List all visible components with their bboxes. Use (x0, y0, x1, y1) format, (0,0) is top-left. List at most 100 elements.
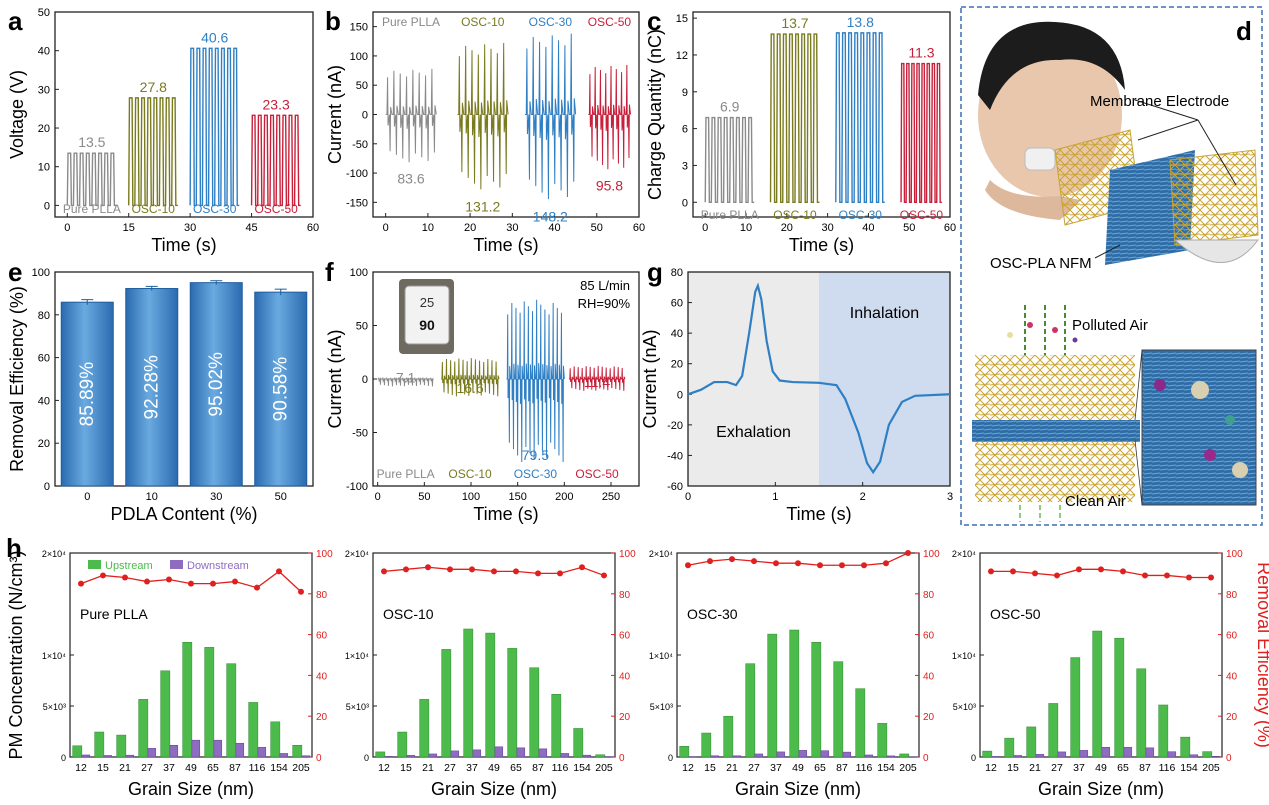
polluted-air-arrows (1024, 305, 1066, 355)
panel-d-frame (960, 6, 1263, 526)
upstream-bar (463, 628, 474, 758)
upstream-bar (877, 723, 888, 758)
efficiency-point (232, 578, 238, 585)
y-tick-label: 0 (682, 197, 688, 209)
y-tick-label: 50 (38, 7, 50, 19)
humidity-annotation: RH=90% (578, 296, 631, 311)
series-name-label: Pure PLLA (382, 15, 440, 29)
y-tick-label: 2×10⁴ (649, 549, 673, 559)
signal-trace-0 (66, 152, 117, 207)
h-subplot-0: 0 5×10³ 1×10⁴ 2×10⁴ 0 20 40 60 80 100 12 15 21 27 37 49… (42, 549, 333, 799)
y2-tick-label: 20 (316, 712, 328, 723)
x-tick-label: 0 (375, 491, 381, 503)
clean-air-label: Clean Air (1065, 493, 1126, 510)
signal-trace-1 (769, 33, 820, 203)
downstream-bar (169, 745, 179, 758)
y-tick-label: 9 (682, 87, 688, 99)
y-tick-label: 100 (350, 267, 368, 279)
x-tick-label: 10 (740, 222, 752, 234)
downstream-bar (538, 748, 548, 758)
x-tick-label: 12 (985, 762, 997, 774)
downstream-bar (1123, 747, 1133, 758)
subplot-name: OSC-50 (990, 606, 1041, 622)
y-tick-label: 10 (38, 162, 50, 174)
bar-30 (189, 282, 243, 487)
h-subplot-1: 0 5×10³ 1×10⁴ 2×10⁴ 0 20 40 60 80 100 12 15 21 27 37 49… (345, 549, 636, 799)
downstream-bar (886, 755, 896, 758)
y-tick-label: 0 (362, 374, 368, 386)
value-label: 79.5 (522, 447, 549, 463)
electrode-membrane-right (1169, 149, 1259, 246)
x-axis-label: Time (s) (789, 235, 854, 255)
efficiency-point (795, 560, 801, 567)
downstream-bar (1211, 756, 1221, 758)
series-name-label: OSC-30 (839, 208, 883, 222)
downstream-bar (1079, 750, 1089, 758)
y-tick-label: -50 (352, 139, 368, 151)
peak-value-label: 40.6 (201, 29, 228, 45)
x-tick-label: 21 (422, 762, 434, 774)
y-tick-label: 40 (38, 395, 50, 407)
plot-frame (692, 11, 951, 218)
series-name-label: OSC-10 (773, 208, 817, 222)
x-tick-label: 60 (307, 222, 319, 234)
y2-tick-label: 40 (619, 671, 631, 682)
peak-value-label: 13.5 (78, 134, 105, 150)
upstream-bar (1158, 704, 1169, 758)
x-tick-label: 37 (163, 762, 175, 774)
x-axis-label: PDLA Content (%) (110, 504, 257, 524)
efficiency-point (988, 568, 994, 575)
efficiency-point (1164, 572, 1170, 579)
y2-tick-label: 80 (923, 590, 935, 601)
x-tick-label: 65 (207, 762, 219, 774)
upstream-bar (375, 751, 386, 758)
efficiency-point (1076, 566, 1082, 573)
upstream-bar (833, 661, 844, 758)
h-subplot-3: 0 5×10³ 1×10⁴ 2×10⁴ 0 20 40 60 80 100 12 15 21 27 37 49… (952, 549, 1243, 799)
x-tick-label: 87 (836, 762, 848, 774)
downstream-bar (125, 754, 135, 758)
x-tick-label: 15 (123, 222, 135, 234)
x-tick-label: 30 (506, 222, 518, 234)
x-tick-label: 154 (270, 762, 288, 774)
upstream-bar (248, 702, 259, 758)
efficiency-point (773, 560, 779, 567)
upstream-bar (745, 663, 756, 758)
y-tick-label: 1×10⁴ (345, 651, 369, 661)
x-tick-label: 30 (184, 222, 196, 234)
upstream-bar (72, 745, 83, 758)
upstream-bar (679, 746, 690, 758)
y2-tick-label: 60 (316, 631, 328, 642)
efficiency-point (685, 562, 691, 569)
y2-tick-label: 20 (923, 712, 935, 723)
subplot-name: OSC-10 (383, 606, 434, 622)
y-axis-label: Voltage (V) (7, 70, 27, 159)
y-tick-label: -50 (352, 428, 368, 440)
x-tick-label: 60 (633, 222, 645, 234)
x-tick-label: 50 (275, 491, 287, 503)
x-tick-label: 0 (685, 491, 691, 503)
panel-letter-d: d (1236, 16, 1252, 46)
plot-frame (687, 271, 951, 487)
y-tick-label: 5×10³ (43, 702, 66, 712)
signal-trace-0 (377, 377, 434, 387)
nfm-label: OSC-PLA NFM (990, 255, 1092, 272)
downstream-bar (1167, 751, 1177, 758)
x-axis-label: Time (s) (473, 235, 538, 255)
downstream-bar (516, 747, 526, 758)
upstream-bar (441, 649, 452, 758)
downstream-bar (710, 755, 720, 758)
x-tick-label: 45 (245, 222, 257, 234)
x-tick-label: 27 (444, 762, 456, 774)
filter-layer-top (975, 355, 1135, 420)
x-tick-label: 37 (1073, 762, 1085, 774)
efficiency-point (1142, 572, 1148, 579)
efficiency-point (579, 564, 585, 571)
x-axis-label: Grain Size (nm) (128, 779, 254, 799)
legend-downstream-label: Downstream (187, 560, 249, 572)
efficiency-point (817, 562, 823, 569)
legend-upstream-swatch (88, 560, 101, 569)
legend-downstream-swatch (170, 560, 183, 569)
y-tick-label: 1×10⁴ (42, 651, 66, 661)
x-tick-label: 21 (1029, 762, 1041, 774)
